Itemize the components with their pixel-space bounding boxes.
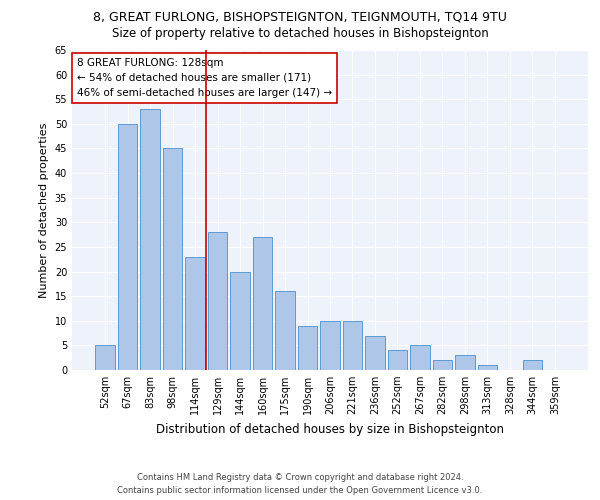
- Bar: [388, 350, 407, 370]
- Bar: [208, 232, 227, 370]
- Text: Contains HM Land Registry data © Crown copyright and database right 2024.
Contai: Contains HM Land Registry data © Crown c…: [118, 474, 482, 495]
- Text: 8, GREAT FURLONG, BISHOPSTEIGNTON, TEIGNMOUTH, TQ14 9TU: 8, GREAT FURLONG, BISHOPSTEIGNTON, TEIGN…: [93, 10, 507, 23]
- Bar: [118, 124, 137, 370]
- Bar: [253, 237, 272, 370]
- Bar: [230, 272, 250, 370]
- Bar: [433, 360, 452, 370]
- Y-axis label: Number of detached properties: Number of detached properties: [39, 122, 49, 298]
- Bar: [410, 346, 430, 370]
- Bar: [140, 109, 160, 370]
- Bar: [478, 365, 497, 370]
- Bar: [275, 291, 295, 370]
- Bar: [320, 321, 340, 370]
- Bar: [95, 346, 115, 370]
- Bar: [455, 355, 475, 370]
- Bar: [163, 148, 182, 370]
- Bar: [185, 257, 205, 370]
- Bar: [523, 360, 542, 370]
- X-axis label: Distribution of detached houses by size in Bishopsteignton: Distribution of detached houses by size …: [156, 422, 504, 436]
- Text: 8 GREAT FURLONG: 128sqm
← 54% of detached houses are smaller (171)
46% of semi-d: 8 GREAT FURLONG: 128sqm ← 54% of detache…: [77, 58, 332, 98]
- Bar: [343, 321, 362, 370]
- Bar: [298, 326, 317, 370]
- Text: Size of property relative to detached houses in Bishopsteignton: Size of property relative to detached ho…: [112, 28, 488, 40]
- Bar: [365, 336, 385, 370]
